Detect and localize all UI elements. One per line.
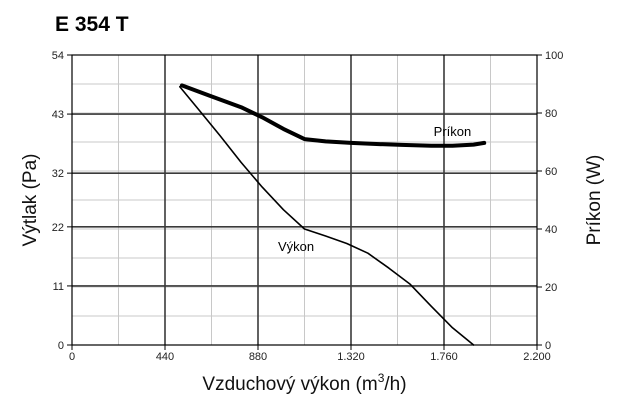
x-axis-label-sup: 3 [378, 371, 385, 385]
x-tick-label: 0 [69, 351, 75, 363]
x-tick-label: 1.760 [430, 351, 458, 363]
series-layer: Výkon Príkon [179, 83, 487, 346]
plot-area-frame [71, 54, 538, 346]
series-line-prikon [179, 83, 487, 148]
x-tick-label: 880 [249, 351, 267, 363]
y-tick-label: 54 [52, 50, 64, 62]
minor-grid [72, 55, 537, 345]
chart-title: E 354 T [55, 13, 129, 36]
y2-axis-ticks: 0 20 40 60 80 100 [537, 50, 563, 352]
y2-tick-label: 60 [545, 166, 557, 178]
y-tick-label: 0 [58, 340, 64, 352]
y2-tick-label: 0 [545, 340, 551, 352]
y2-tick-label: 20 [545, 282, 557, 294]
y2-tick-label: 100 [545, 50, 563, 62]
series-label-prikon: Príkon [434, 124, 472, 139]
x-tick-label: 440 [156, 351, 174, 363]
series-line-vykon [179, 85, 475, 346]
y-tick-label: 32 [52, 168, 64, 180]
y-tick-label: 22 [52, 222, 64, 234]
x-axis-label-tail: /h) [384, 374, 406, 395]
major-grid [72, 55, 537, 345]
y-axis-label: Výtlak (Pa) [20, 154, 41, 247]
y2-tick-label: 40 [545, 224, 557, 236]
y-axis-ticks: 0 11 22 32 43 54 [52, 50, 72, 352]
x-tick-label: 1.320 [337, 351, 365, 363]
x-axis-label: Vzduchový výkon (m3/h) [202, 371, 406, 395]
y2-tick-label: 80 [545, 108, 557, 120]
x-tick-label: 2.200 [523, 351, 551, 363]
x-axis-ticks: 0 440 880 1.320 1.760 2.200 [69, 345, 551, 363]
x-axis-label-main: Vzduchový výkon (m [202, 374, 377, 395]
y2-axis-label: Príkon (W) [584, 155, 605, 246]
y-tick-label: 11 [53, 281, 64, 293]
series-label-vykon: Výkon [278, 239, 314, 254]
y-tick-label: 43 [52, 109, 64, 121]
